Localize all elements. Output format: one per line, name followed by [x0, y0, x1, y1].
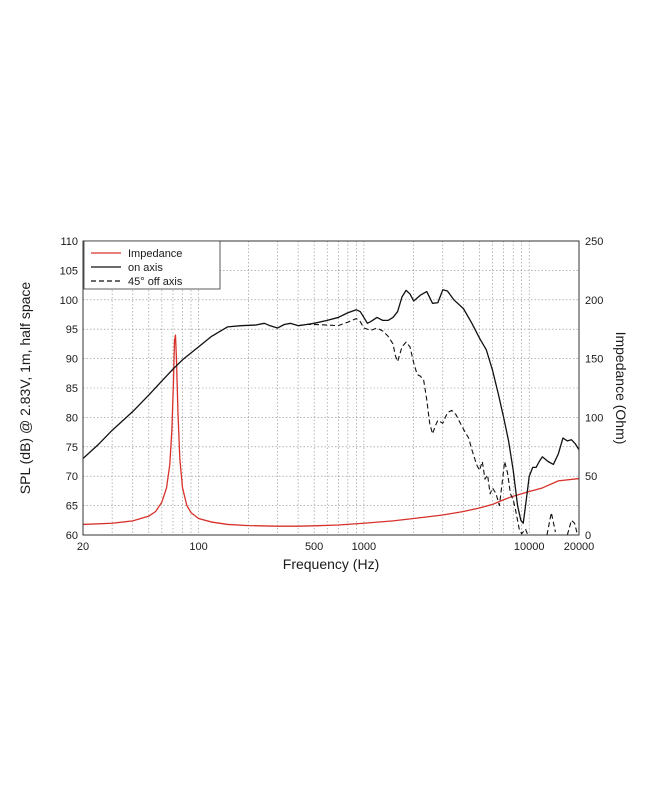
x-tick-label: 1000	[352, 541, 376, 553]
series-line-45-off-axis	[298, 318, 529, 535]
legend-label: 45° off axis	[128, 276, 183, 288]
y-left-tick-label: 105	[60, 265, 78, 277]
x-axis-title: Frequency (Hz)	[283, 556, 379, 572]
plot-frame	[82, 240, 580, 536]
y-left-tick-label: 80	[66, 412, 78, 424]
legend-label: Impedance	[128, 248, 182, 260]
series-line-off-axis-fragment	[546, 512, 556, 535]
y-left-axis-title: SPL (dB) @ 2.83V, 1m, half space	[17, 282, 33, 495]
y-left-tick-label: 85	[66, 383, 78, 395]
x-tick-label: 20	[77, 541, 89, 553]
y-left-tick-label: 110	[60, 236, 78, 248]
y-left-tick-label: 90	[66, 354, 78, 366]
y-left-axis: 60 65 70 75 80 85 90 95 100 105 110	[60, 236, 78, 542]
series-line-on-axis	[83, 289, 579, 524]
y-right-tick-label: 250	[585, 236, 603, 248]
y-right-tick-label: 100	[585, 412, 603, 424]
series-line-impedance	[83, 334, 579, 527]
series-layer	[83, 289, 579, 535]
x-tick-label: 500	[305, 541, 323, 553]
y-left-tick-label: 65	[66, 501, 78, 513]
y-right-axis: 0 50 100 150 200 250	[585, 236, 603, 542]
y-left-tick-label: 75	[66, 442, 78, 454]
y-right-tick-label: 50	[585, 471, 597, 483]
x-tick-label: 20000	[564, 541, 595, 553]
y-right-tick-label: 150	[585, 354, 603, 366]
y-left-tick-label: 100	[60, 295, 78, 307]
y-left-tick-label: 70	[66, 471, 78, 483]
y-right-axis-title: Impedance (Ohm)	[613, 332, 629, 445]
y-left-tick-label: 60	[66, 530, 78, 542]
grid	[83, 241, 579, 535]
x-axis: 20 100 500 1000 10000 20000	[77, 541, 594, 553]
legend-box	[83, 240, 221, 290]
legend: Impedance on axis 45° off axis	[83, 240, 221, 290]
x-tick-label: 10000	[514, 541, 545, 553]
y-right-tick-label: 0	[585, 530, 591, 542]
y-right-tick-label: 200	[585, 295, 603, 307]
legend-label: on axis	[128, 262, 163, 274]
series-line-off-axis-fragment	[566, 519, 579, 535]
y-left-tick-label: 95	[66, 324, 78, 336]
x-tick-label: 100	[189, 541, 207, 553]
